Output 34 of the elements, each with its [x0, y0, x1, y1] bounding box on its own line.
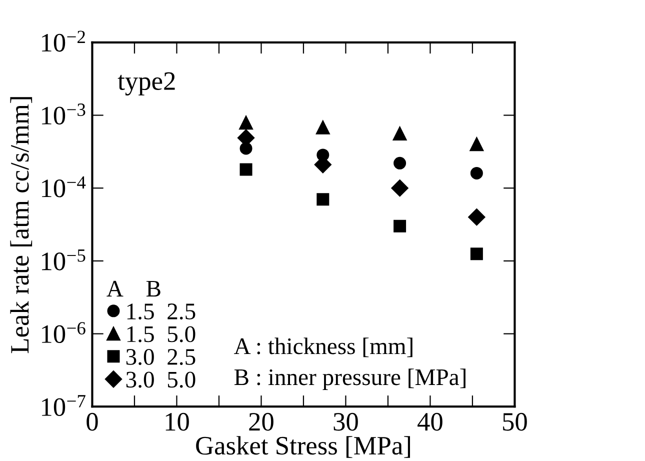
x-tick-label: 40	[418, 412, 442, 431]
legend-label: 3.0 5.0	[126, 372, 196, 388]
point	[240, 163, 252, 176]
x-tick-label: 10	[166, 412, 189, 431]
x-axis-title: Gasket Stress [MPa]	[196, 436, 410, 458]
y-tick-label: 10$^{−4}$	[42, 176, 86, 198]
point	[239, 116, 253, 130]
annotation: B : inner pressure [MPa]	[234, 368, 466, 390]
legend-label: 1.5 5.0	[127, 326, 196, 342]
x-tick-label: 50	[503, 412, 527, 431]
point	[468, 208, 486, 226]
annotation: A : thickness [mm]	[234, 338, 412, 358]
y-tick-label: 10$^{−7}$	[42, 395, 86, 416]
point	[470, 137, 484, 152]
y-axis-title: Leak rate [atm cc/s/mm]	[10, 97, 32, 354]
x-tick-label: 30	[334, 412, 358, 431]
y-tick-label: 10$^{−5}$	[42, 250, 86, 270]
point	[394, 220, 406, 232]
legend-label: 3.0 2.5	[126, 348, 196, 366]
point	[392, 126, 407, 141]
point	[470, 166, 483, 180]
annotation: type2	[118, 72, 175, 96]
y-tick-label: 10$^{−3}$	[42, 104, 86, 125]
point	[394, 156, 406, 170]
x-tick-label: 0	[86, 412, 98, 431]
x-tick-label: 20	[249, 412, 274, 431]
point	[316, 193, 330, 206]
point	[316, 120, 330, 134]
point	[391, 180, 408, 197]
y-tick-label: 10$^{−2}$	[42, 30, 85, 52]
point	[470, 248, 483, 260]
y-tick-label: 10$^{−6}$	[42, 322, 86, 344]
legend-label: 1.5 2.5	[127, 304, 196, 320]
legend-title: A B	[106, 280, 160, 297]
